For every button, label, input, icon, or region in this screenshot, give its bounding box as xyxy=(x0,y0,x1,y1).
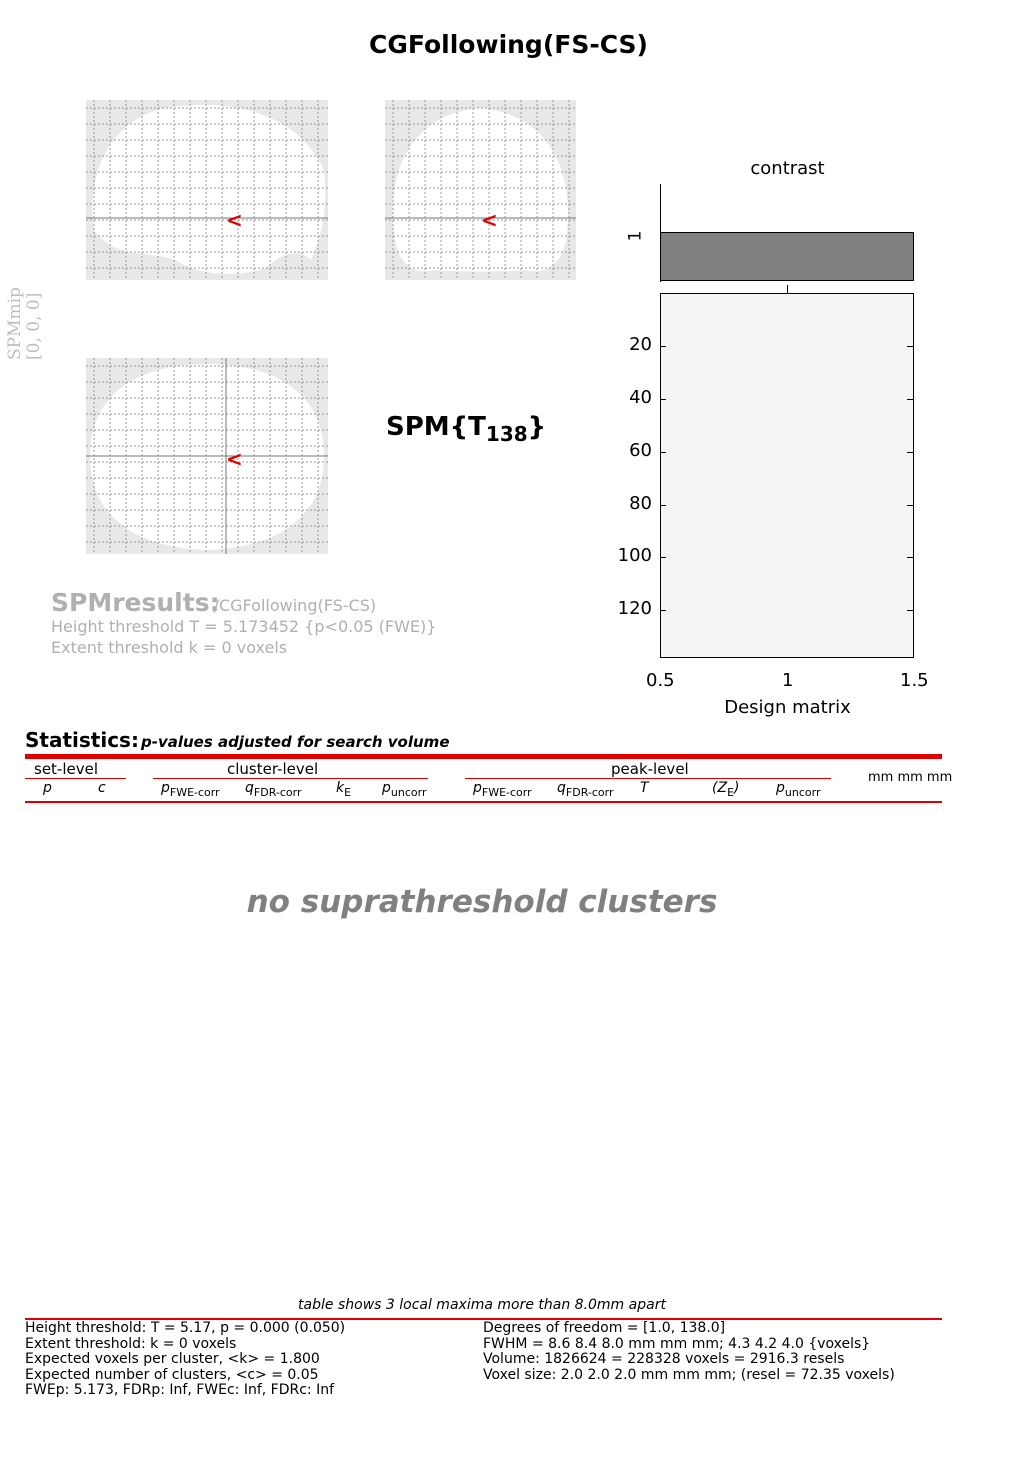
design-matrix-tick-mark xyxy=(660,345,666,347)
mip-axial[interactable]: < xyxy=(86,358,328,554)
footer-right-line: Voxel size: 2.0 2.0 2.0 mm mm mm; (resel… xyxy=(483,1366,895,1383)
design-matrix-tick-mark xyxy=(907,610,913,612)
statistics-subheading: p-values adjusted for search volume xyxy=(141,733,450,751)
contrast-bar[interactable] xyxy=(660,232,914,281)
design-matrix-center-tick xyxy=(787,285,788,293)
group-coords: mm mm mm xyxy=(868,770,953,785)
col-peak-t: T xyxy=(640,780,649,796)
col-peak-qfdr: qFDR-corr xyxy=(557,780,614,799)
stat-type-label: SPM{T138} xyxy=(386,412,546,446)
mip-label-coords: [0, 0, 0] xyxy=(24,292,44,360)
design-matrix[interactable] xyxy=(660,285,914,658)
peak-level-rule xyxy=(465,778,831,779)
contrast-bar-label: 1 xyxy=(625,230,646,242)
results-extent: Extent threshold k = 0 voxels xyxy=(51,638,288,657)
footer-note: table shows 3 local maxima more than 8.0… xyxy=(298,1297,666,1313)
mip-label-title: SPMmip xyxy=(5,287,25,360)
empty-results-message: no suprathreshold clusters xyxy=(246,884,718,920)
design-matrix-x-tick: 0.5 xyxy=(646,670,675,691)
footer-left-line: Height threshold: T = 5.17, p = 0.000 (0… xyxy=(25,1320,346,1336)
design-matrix-tick-mark xyxy=(907,345,913,347)
stat-label-close: } xyxy=(527,412,547,442)
design-matrix-tick-mark xyxy=(660,398,666,400)
design-matrix-x-tick: 1.5 xyxy=(900,670,929,691)
statistics-header-rule xyxy=(25,801,942,803)
col-set-c: c xyxy=(98,780,106,796)
design-matrix-y-tick: 60 xyxy=(629,439,652,461)
design-matrix-tick-mark xyxy=(660,610,666,612)
statistics-heading: Statistics: xyxy=(25,728,139,752)
col-cluster-punc: puncorr xyxy=(382,780,427,799)
design-matrix-tick-mark xyxy=(660,557,666,559)
group-set-level: set-level xyxy=(34,760,99,778)
col-peak-pfwe: pFWE-corr xyxy=(473,780,532,799)
results-summary: SPMresults:/CGFollowing(FS-CS) Height th… xyxy=(51,590,437,658)
footer-right-line: FWHM = 8.6 8.4 8.0 mm mm mm; 4.3 4.2 4.0… xyxy=(483,1335,871,1352)
design-matrix-y-tick: 40 xyxy=(629,386,652,408)
stat-label-df: 138 xyxy=(485,422,528,447)
results-height: Height threshold T = 5.173452 {p<0.05 (F… xyxy=(51,617,437,636)
contrast-title: contrast xyxy=(750,158,825,179)
footer-right-line: Volume: 1826624 = 228328 voxels = 2916.3… xyxy=(483,1351,845,1367)
footer-rule xyxy=(25,1318,942,1320)
mip-coronal[interactable]: < xyxy=(385,100,576,280)
results-heading: SPMresults: xyxy=(51,588,220,617)
design-matrix-y-tick: 120 xyxy=(617,598,652,620)
footer-left-line: FWEp: 5.173, FDRp: Inf, FWEc: Inf, FDRc:… xyxy=(25,1382,335,1398)
page-title: CGFollowing(FS-CS) xyxy=(369,30,648,59)
design-matrix-tick-mark xyxy=(907,451,913,453)
mip-cursor-icon: < xyxy=(226,447,243,471)
footer-right: Degrees of freedom = [1.0, 138.0] FWHM =… xyxy=(483,1320,895,1383)
design-matrix-tick-mark xyxy=(660,451,666,453)
footer-left-line: Expected voxels per cluster, <k> = 1.800 xyxy=(25,1351,320,1367)
cluster-level-rule xyxy=(153,778,428,779)
mip-cursor-icon: < xyxy=(481,208,498,232)
mip-sagittal[interactable]: < xyxy=(86,100,328,280)
mip-cursor-icon: < xyxy=(226,208,243,232)
design-matrix-y-tick: 80 xyxy=(629,492,652,514)
design-matrix-tick-mark xyxy=(660,504,666,506)
set-level-rule xyxy=(25,778,126,779)
group-cluster-level: cluster-level xyxy=(227,760,319,778)
statistics-top-rule xyxy=(25,754,942,759)
footer-left-line: Extent threshold: k = 0 voxels xyxy=(25,1335,237,1352)
results-path: /CGFollowing(FS-CS) xyxy=(213,596,377,615)
stat-label-main: SPM{T xyxy=(386,412,486,442)
col-cluster-qfdr: qFDR-corr xyxy=(245,780,302,799)
design-matrix-tick-mark xyxy=(907,557,913,559)
design-matrix-xlabel: Design matrix xyxy=(724,697,851,718)
col-peak-punc: puncorr xyxy=(776,780,821,799)
group-peak-level: peak-level xyxy=(611,760,689,778)
col-set-p: p xyxy=(43,780,52,796)
design-matrix-y-tick: 20 xyxy=(629,333,652,355)
design-matrix-x-tick: 1 xyxy=(782,670,794,691)
design-matrix-tick-mark xyxy=(907,398,913,400)
col-peak-z: (ZE) xyxy=(712,780,740,799)
col-cluster-pfwe: pFWE-corr xyxy=(161,780,220,799)
design-matrix-y-tick: 100 xyxy=(617,545,652,567)
col-cluster-ke: kE xyxy=(336,780,352,799)
mip-side-label: SPMmip [0, 0, 0] xyxy=(5,287,44,360)
footer-right-line: Degrees of freedom = [1.0, 138.0] xyxy=(483,1320,726,1336)
footer-left-line: Expected number of clusters, <c> = 0.05 xyxy=(25,1366,319,1383)
design-matrix-tick-mark xyxy=(907,504,913,506)
footer-left: Height threshold: T = 5.17, p = 0.000 (0… xyxy=(25,1320,346,1399)
